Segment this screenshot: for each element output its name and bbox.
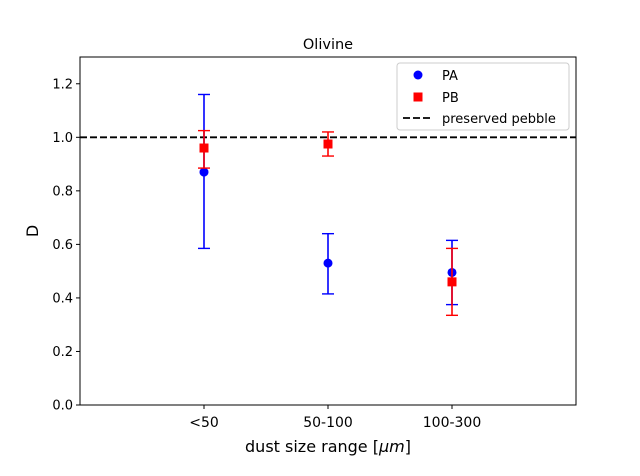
y-axis-ticks: 0.0 0.2 0.4 0.6 0.8 1.0 1.2: [52, 77, 80, 414]
point-pb: [323, 139, 333, 149]
chart-title: Olivine: [303, 37, 353, 53]
x-tick-label: 100-300: [423, 415, 482, 431]
legend-marker-pb: [413, 92, 423, 102]
series-layer: [198, 93, 458, 317]
point-pb: [447, 277, 457, 287]
legend: PA PB preserved pebble: [396, 62, 570, 131]
x-axis-label-text: dust size range [: [245, 437, 379, 456]
x-axis-label-close: ]: [405, 437, 411, 456]
y-tick-label: 1.0: [52, 131, 73, 146]
legend-label-pb: PB: [442, 91, 459, 106]
point-pb: [199, 143, 209, 153]
x-tick-label: 50-100: [303, 415, 353, 431]
x-axis-label-math: μm: [378, 437, 405, 456]
plot-frame: [79, 56, 577, 406]
x-tick-label: <50: [189, 415, 219, 431]
y-tick-label: 0.2: [52, 345, 73, 360]
point-pa: [323, 258, 333, 268]
y-tick-label: 1.2: [52, 77, 73, 92]
legend-box: [396, 62, 570, 131]
x-axis-ticks: <50 50-100 100-300: [189, 405, 481, 431]
point-pa: [199, 167, 209, 177]
y-tick-label: 0.6: [52, 238, 73, 253]
y-tick-label: 0.0: [52, 399, 73, 414]
x-axis-label: dust size range [μm]: [245, 437, 411, 456]
y-axis-label: D: [23, 225, 42, 237]
legend-label-pa: PA: [442, 69, 458, 84]
legend-marker-pa: [413, 70, 423, 80]
y-tick-label: 0.4: [52, 291, 73, 306]
y-tick-label: 0.8: [52, 184, 73, 199]
legend-label-preserved-pebble: preserved pebble: [442, 112, 556, 127]
